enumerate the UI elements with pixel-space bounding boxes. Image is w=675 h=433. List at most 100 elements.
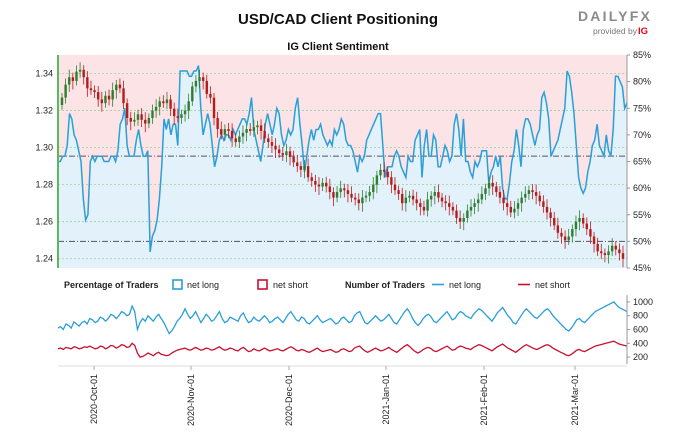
right-tick-label: 55% <box>633 210 651 220</box>
candle-body <box>151 110 154 118</box>
candle-body <box>542 201 545 207</box>
candle-body <box>502 197 505 204</box>
traders-tick-label: 200 <box>633 352 648 362</box>
candle-body <box>563 236 567 241</box>
candle-body <box>448 203 451 207</box>
candle-body <box>433 192 436 196</box>
candle-body <box>411 195 415 200</box>
x-tick-label: 2020-Oct-01 <box>89 374 99 424</box>
candle-body <box>415 199 418 204</box>
candle-body <box>93 90 96 93</box>
legend: Percentage of Traders net long net short… <box>64 279 571 290</box>
candle-body <box>531 190 534 193</box>
candle-body <box>538 195 541 202</box>
candle-body <box>136 114 140 120</box>
right-tick-label: 50% <box>633 236 651 246</box>
candle-body <box>303 166 306 170</box>
candle-body <box>194 80 198 87</box>
candle-body <box>357 199 360 204</box>
candle-body <box>585 223 589 230</box>
candle-body <box>259 125 263 131</box>
candle-body <box>390 177 393 185</box>
candle-body <box>451 206 455 211</box>
candle-body <box>361 197 364 204</box>
legend-num-short-label: net short <box>535 280 571 290</box>
candle-body <box>220 129 223 135</box>
right-tick-label: 70% <box>633 130 651 140</box>
candle-body <box>263 130 266 139</box>
legend-pct-long-swatch <box>172 279 183 290</box>
candle-body <box>382 169 386 172</box>
candle-body <box>379 169 382 176</box>
candle-body <box>440 197 444 202</box>
candle-body <box>191 86 194 102</box>
candle-body <box>78 69 82 72</box>
candle-body <box>621 253 625 259</box>
brand-provided: provided by <box>593 26 638 36</box>
candle-body <box>86 77 89 89</box>
candle-body <box>201 77 205 81</box>
right-tick-label: 45% <box>633 263 651 273</box>
candle-body <box>596 243 599 252</box>
candle-body <box>241 132 245 137</box>
chart-title: USD/CAD Client Positioning <box>238 11 438 28</box>
candle-body <box>603 253 607 256</box>
candle-body <box>252 127 256 131</box>
candle-body <box>509 206 512 213</box>
number-of-traders-chart: 200 400 600 800 1000 2020-Oct-01 2020-Nov-01 20… <box>57 295 653 426</box>
traders-tick-label: 800 <box>633 311 648 321</box>
candle-body <box>545 206 549 213</box>
candle-body <box>473 203 476 207</box>
candle-body <box>495 186 498 193</box>
candle-body <box>455 210 458 218</box>
legend-num-title: Number of Traders <box>345 280 425 290</box>
price-sentiment-chart: 1.24 1.26 1.28 1.30 1.32 1.34 45% 50% 55% 60% 65% 7… <box>35 50 651 273</box>
candle-body <box>618 249 621 254</box>
candle-body <box>227 129 230 131</box>
candle-body <box>419 203 422 207</box>
left-tick-label: 1.32 <box>35 106 53 116</box>
left-tick-label: 1.24 <box>35 254 53 264</box>
candle-body <box>325 182 328 187</box>
candle-body <box>107 95 111 100</box>
candle-body <box>437 192 440 198</box>
candle-body <box>133 119 136 122</box>
traders-tick-label: 400 <box>633 338 648 348</box>
candle-body <box>270 142 274 146</box>
candle-body <box>249 129 252 131</box>
candle-body <box>614 245 617 250</box>
candle-body <box>71 77 75 81</box>
candle-body <box>408 195 411 198</box>
candle-body <box>426 199 429 211</box>
brand-logo: DAILYFX provided by IG <box>578 8 650 37</box>
left-tick-label: 1.26 <box>35 217 53 227</box>
candle-body <box>339 188 342 193</box>
candle-body <box>375 175 379 185</box>
candle-body <box>314 180 317 185</box>
candle-body <box>198 77 201 81</box>
candle-body <box>60 97 64 106</box>
traders-line-net-short <box>57 340 628 358</box>
candle-body <box>212 97 216 118</box>
candle-body <box>346 190 350 194</box>
candle-body <box>353 197 357 200</box>
candle-body <box>285 151 288 156</box>
candle-body <box>317 184 321 187</box>
candle-body <box>524 193 527 198</box>
candle-body <box>122 88 125 104</box>
legend-pct-short-label: net short <box>273 280 309 290</box>
x-tick-label: 2021-Mar-01 <box>570 374 580 426</box>
candle-body <box>306 166 310 178</box>
candle-body <box>386 171 389 178</box>
candle-body <box>581 217 585 224</box>
x-tick-label: 2021-Feb-01 <box>479 374 489 426</box>
candle-body <box>343 188 346 191</box>
candle-body <box>125 103 129 118</box>
candle-body <box>173 108 176 117</box>
candle-body <box>165 99 169 104</box>
candle-body <box>422 206 426 211</box>
candle-body <box>534 192 538 196</box>
sentiment-subtitle: IG Client Sentiment <box>287 41 389 53</box>
